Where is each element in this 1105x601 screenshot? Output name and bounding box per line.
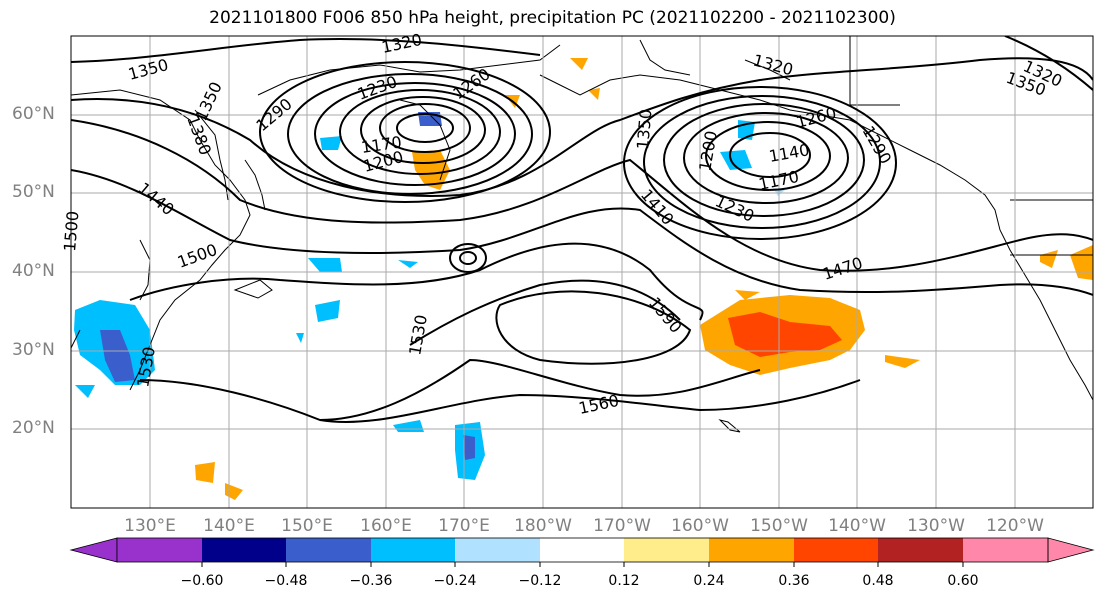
contour-label: 1500 bbox=[60, 210, 82, 252]
lat-label-50n: 50°N bbox=[12, 182, 55, 202]
lat-label-60n: 60°N bbox=[12, 104, 55, 124]
colorbar-tick-label: −0.48 bbox=[264, 573, 308, 589]
lon-label: 130°W bbox=[907, 516, 965, 536]
precip-strong-east bbox=[728, 312, 842, 357]
colorbar-tick-label: −0.12 bbox=[518, 573, 562, 589]
lon-label: 120°W bbox=[986, 516, 1044, 536]
colorbar-tick-label: −0.36 bbox=[349, 573, 393, 589]
colorbar-bin bbox=[371, 538, 455, 562]
colorbar-tick-label: 0.12 bbox=[608, 573, 640, 589]
colorbar-tick-label: −0.60 bbox=[180, 573, 224, 589]
colorbar-tick-label: 0.48 bbox=[862, 573, 894, 589]
colorbar-bin bbox=[117, 538, 202, 562]
lon-label: 140°E bbox=[203, 516, 255, 536]
colorbar-bin bbox=[202, 538, 286, 562]
colorbar-tick-label: 0.36 bbox=[778, 573, 810, 589]
colorbar-bin bbox=[794, 538, 878, 562]
colorbar-bin bbox=[963, 538, 1048, 562]
height-contours bbox=[71, 36, 1093, 424]
map-title: 2021101800 F006 850 hPa height, precipit… bbox=[209, 8, 896, 28]
coastlines bbox=[71, 36, 1093, 433]
colorbar-bin bbox=[878, 538, 963, 562]
lon-label: 150°W bbox=[750, 516, 808, 536]
colorbar-bin bbox=[540, 538, 624, 562]
lon-label: 160°W bbox=[671, 516, 729, 536]
colorbar-bin bbox=[709, 538, 794, 562]
colorbar-tick-label: 0.24 bbox=[693, 573, 725, 589]
colorbar-bin bbox=[286, 538, 371, 562]
colorbar bbox=[69, 537, 1095, 567]
colorbar-tick-label: −0.24 bbox=[433, 573, 477, 589]
contour-label: 1350 bbox=[633, 108, 655, 150]
lon-label: 180°W bbox=[514, 516, 572, 536]
lat-label-30n: 30°N bbox=[12, 340, 55, 360]
lat-label-20n: 20°N bbox=[12, 418, 55, 438]
lon-label: 170°W bbox=[593, 516, 651, 536]
colorbar-bin bbox=[455, 538, 540, 562]
lat-label-40n: 40°N bbox=[12, 261, 55, 281]
graticule bbox=[71, 36, 1093, 508]
lon-label: 170°E bbox=[438, 516, 490, 536]
colorbar-bin bbox=[624, 538, 709, 562]
colorbar-extend-low bbox=[69, 537, 118, 563]
lon-label: 140°W bbox=[828, 516, 886, 536]
lon-label: 160°E bbox=[360, 516, 412, 536]
colorbar-tick-label: 0.60 bbox=[947, 573, 979, 589]
lon-label: 130°E bbox=[124, 516, 176, 536]
colorbar-extend-high bbox=[1047, 537, 1095, 563]
lon-label: 150°E bbox=[281, 516, 333, 536]
